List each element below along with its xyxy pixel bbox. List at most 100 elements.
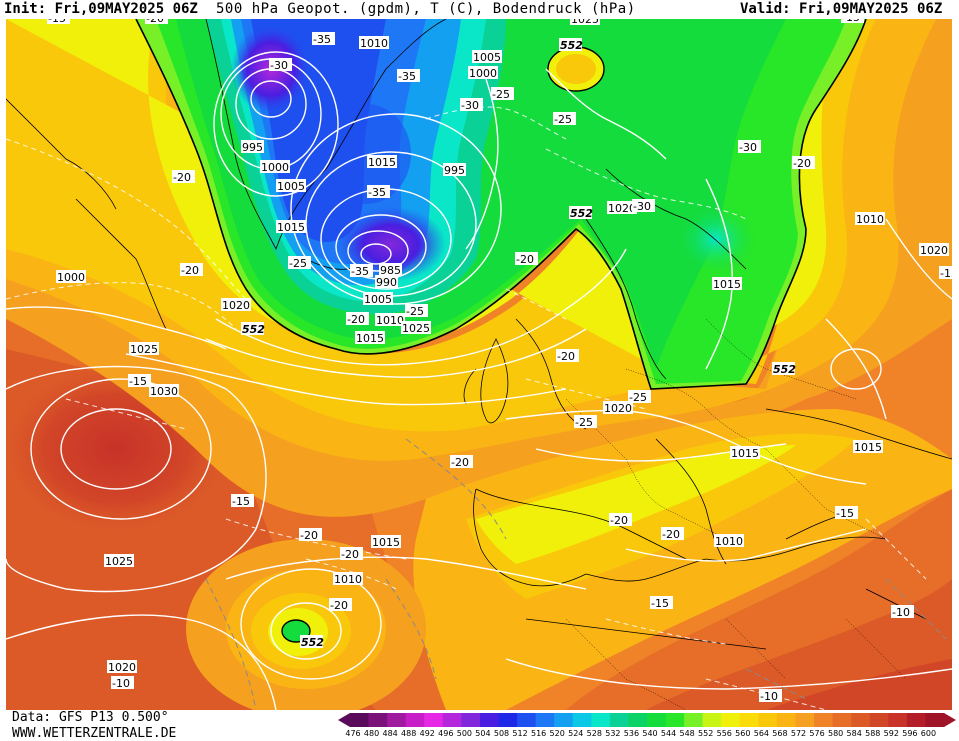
colorbar-swatch	[350, 713, 370, 727]
map-label-text: 985	[380, 264, 401, 277]
colorbar-tick-label: 576	[809, 729, 825, 738]
map-label-text: 995	[242, 141, 263, 154]
map-label-text: -20	[516, 253, 534, 266]
map-label-text: -20	[662, 528, 680, 541]
map-label-box	[401, 321, 431, 334]
map-label-text: 990	[376, 276, 397, 289]
height-field-south-564	[466, 433, 856, 599]
map-label: -30	[269, 58, 292, 72]
map-label-text: -20	[146, 19, 164, 25]
map-label-box	[738, 140, 761, 153]
map-label-box	[276, 179, 306, 192]
iceland-low-core	[336, 206, 446, 282]
map-label: 1015	[355, 331, 385, 345]
map-label: -15	[47, 19, 70, 25]
map-label-box	[329, 598, 352, 611]
map-label-box	[841, 19, 864, 23]
map-label-text: -20	[341, 548, 359, 561]
colorbar-tick-label: 540	[642, 729, 658, 738]
map-label: -15	[128, 374, 151, 388]
map-label-text: 1015	[854, 441, 882, 454]
data-source: Data: GFS P13 0.500°	[12, 710, 169, 725]
map-label: 1025	[570, 19, 600, 26]
map-label: 995	[443, 163, 466, 177]
map-label-box	[569, 206, 592, 219]
map-label-text: -25	[406, 305, 424, 318]
map-label-text: 1020	[604, 402, 632, 415]
map-label-box	[359, 36, 389, 49]
colorbar-tick-label: 536	[623, 729, 640, 738]
map-label-box	[855, 212, 885, 225]
chart-header: Init: Fri,09MAY2025 06Z 500 hPa Geopot. …	[0, 0, 959, 19]
map-label: -20	[450, 455, 473, 469]
map-canvas: -20 -15 1010 -35 -30 1025 552 -15 1005 1000 -35 -30…	[6, 19, 952, 710]
map-label: -30	[738, 140, 761, 154]
map-label-text: -10	[760, 690, 778, 703]
map-label-box	[607, 201, 637, 214]
map-label: 1005	[472, 50, 502, 64]
colorbar-tick-label: 544	[660, 729, 677, 738]
map-label-text: -25	[629, 391, 647, 404]
map-label: -35	[350, 264, 373, 278]
colorbar-swatch	[832, 713, 852, 727]
map-label: 1010	[359, 36, 389, 50]
map-label-text: 1020	[920, 244, 948, 257]
map-label-text: -20	[347, 313, 365, 326]
map-label-box	[340, 547, 363, 560]
colorbar-arrow-left	[338, 713, 350, 727]
colorbar-tick-label: 532	[605, 729, 621, 738]
map-label-text: 1020	[608, 202, 636, 215]
colorbar-tick-label: 500	[456, 729, 473, 738]
map-label: -20	[180, 263, 203, 277]
map-label: -35	[312, 32, 335, 46]
scandinavia-cyan	[676, 204, 756, 274]
colorbar-tick-label: 592	[883, 729, 899, 738]
greenland-blue	[321, 104, 411, 204]
map-label-text: 995	[444, 164, 465, 177]
map-label-text: -20	[181, 264, 199, 277]
colorbar-swatch	[702, 713, 722, 727]
map-label-text: 552	[242, 323, 265, 336]
map-label-box	[574, 415, 597, 428]
map-label-box	[853, 440, 883, 453]
map-label-box	[56, 270, 86, 283]
colorbar-tick-label: 492	[419, 729, 435, 738]
map-label-text: 1000	[469, 67, 497, 80]
colorbar-tick-label: 572	[790, 729, 807, 738]
colorbar-tick-label: 552	[698, 729, 714, 738]
map-label-box	[128, 374, 151, 387]
colorbar-swatch	[776, 713, 796, 727]
map-label: -20	[556, 349, 579, 363]
map-label-text: -35	[368, 186, 386, 199]
colorbar-swatch	[498, 713, 518, 727]
colorbar-tick-label: 548	[679, 729, 695, 738]
map-label: -20	[515, 252, 538, 266]
map-label-text: -15	[836, 507, 854, 520]
map-label-text: -15	[651, 597, 669, 610]
map-label: -20	[145, 19, 168, 25]
map-label: -30	[460, 98, 483, 112]
colorbar-swatch	[424, 713, 444, 727]
colorbar-tick-label: 512	[512, 729, 528, 738]
map-label-text: -20	[451, 456, 469, 469]
map-label: 985	[379, 263, 402, 277]
map-label-box	[375, 313, 405, 326]
map-label-box	[609, 513, 632, 526]
map-label: -10	[111, 676, 134, 690]
map-label-text: 1020	[222, 299, 250, 312]
map-label-box	[221, 298, 251, 311]
map-label-box	[180, 263, 203, 276]
colorbar-swatch	[387, 713, 407, 727]
map-label-text: -20	[557, 350, 575, 363]
map-label-text: 1005	[364, 293, 392, 306]
map-label-text: -15	[129, 375, 147, 388]
colorbar-swatch	[684, 713, 704, 727]
map-label-box	[312, 32, 335, 45]
map-label-text: -15	[48, 19, 66, 25]
map-label-box	[350, 264, 373, 277]
map-label-box	[792, 156, 815, 169]
map-label: -15	[231, 494, 254, 508]
colorbar-tick-label: 580	[827, 729, 844, 738]
colorbar-arrow-right	[944, 713, 956, 727]
map-label-text: 1015	[372, 536, 400, 549]
